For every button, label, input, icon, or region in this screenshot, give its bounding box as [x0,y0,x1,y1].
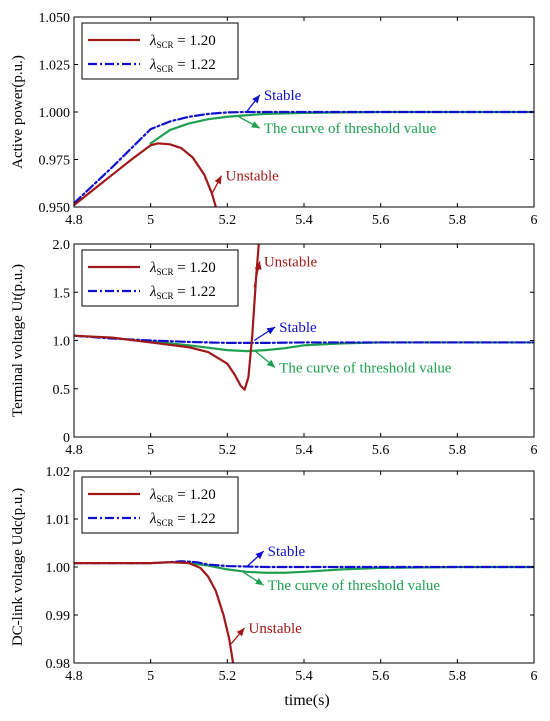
x-tick-label: 5.8 [449,213,467,228]
x-tick-label: 5.6 [372,213,390,228]
panel-2: Stable The curve of threshold value Unstab… [10,238,538,458]
x-tick-label: 4.8 [65,213,83,228]
y-tick-label: 0.5 [53,383,71,398]
annotation-label: The curve of threshold value [264,121,437,137]
legend-label: λSCR = 1.22 [149,284,216,301]
x-tick-label: 5.8 [449,669,467,684]
x-tick-label: 4.8 [65,443,83,458]
legend-label: λSCR = 1.20 [149,260,216,277]
annotation-label: Unstable [264,254,318,270]
x-tick-label: 6 [531,213,538,228]
y-tick-label: 0 [63,431,70,446]
y-tick-label: 0.950 [39,201,71,216]
annotation-label: The curve of threshold value [279,361,452,377]
annotation-arrow-head [255,577,264,586]
y-tick-label: 1.000 [39,106,71,121]
annotation-label: Stable [279,320,317,336]
annotation-arrow-head [255,551,264,560]
legend-box [81,476,239,534]
series-group [74,110,534,207]
x-tick-label: 6 [531,443,538,458]
series-group [74,560,534,663]
legend-box [81,22,239,80]
x-tick-label: 5.4 [295,669,313,684]
x-tick-label: 5.6 [372,443,390,458]
y-tick-label: 1.0 [53,335,71,350]
annotation-arrow-head [236,627,245,637]
x-tick-label: 5 [147,669,154,684]
legend: λSCR = 1.20 λSCR = 1.22 [81,22,239,80]
annotation-label: The curve of threshold value [268,578,441,594]
series-line-stable [74,110,534,205]
x-tick-label: 5 [147,213,154,228]
x-tick-label: 4.8 [65,669,83,684]
x-tick-label: 5 [147,443,154,458]
series-line-unstable [74,561,235,663]
y-axis-title: Terminal voltage Ut(p.u.) [10,264,26,417]
y-tick-label: 1.025 [39,59,71,74]
panel-1: Stable The curve of threshold value Unstab… [10,11,538,228]
annotation-arrow-head [266,326,276,335]
y-tick-label: 0.98 [46,657,71,672]
x-tick-label: 5.4 [295,213,313,228]
series-group [74,244,534,391]
y-tick-label: 1.5 [53,286,71,301]
y-tick-label: 1.02 [46,465,71,480]
x-tick-label: 6 [531,669,538,684]
annotation-label: Stable [264,88,302,104]
y-axis-title: DC-link voltage Udc(p.u.) [10,488,26,646]
x-tick-label: 5.8 [449,443,467,458]
panel-3: Stable The curve of threshold value Unstab… [10,465,538,684]
legend: λSCR = 1.20 λSCR = 1.22 [81,249,239,307]
legend-label: λSCR = 1.20 [149,33,216,50]
y-tick-label: 1.050 [39,11,71,26]
panels: Stable The curve of threshold value Unstab… [10,11,538,684]
annotation-label: Stable [268,544,306,560]
annotation-arrow-head [254,261,262,270]
y-axis-title: Active power(p.u.) [10,55,26,169]
annotation-label: Unstable [226,169,280,185]
x-axis-title: time(s) [284,692,329,709]
y-tick-label: 1.01 [46,513,71,528]
legend-label: λSCR = 1.22 [149,511,216,528]
legend-label: λSCR = 1.20 [149,487,216,504]
legend: λSCR = 1.20 λSCR = 1.22 [81,476,239,534]
x-tick-label: 5.6 [372,669,390,684]
x-tick-label: 5.2 [219,669,237,684]
annotation-label: Unstable [249,621,303,637]
x-tick-label: 5.2 [219,213,237,228]
legend-label: λSCR = 1.22 [149,57,216,74]
y-tick-label: 0.975 [39,154,71,169]
y-tick-label: 2.0 [53,238,71,253]
y-tick-label: 1.00 [46,561,71,576]
series-line-unstable [74,142,217,207]
annotation-arrow-head [266,359,276,368]
y-tick-label: 0.99 [46,609,71,624]
x-tick-label: 5.2 [219,443,237,458]
series-line-unstable [74,244,260,391]
annotation-arrow-head [252,94,260,104]
annotation-arrow-head [251,121,260,129]
legend-box [81,249,239,307]
x-tick-label: 5.4 [295,443,313,458]
annotation-arrow-head [214,175,222,185]
